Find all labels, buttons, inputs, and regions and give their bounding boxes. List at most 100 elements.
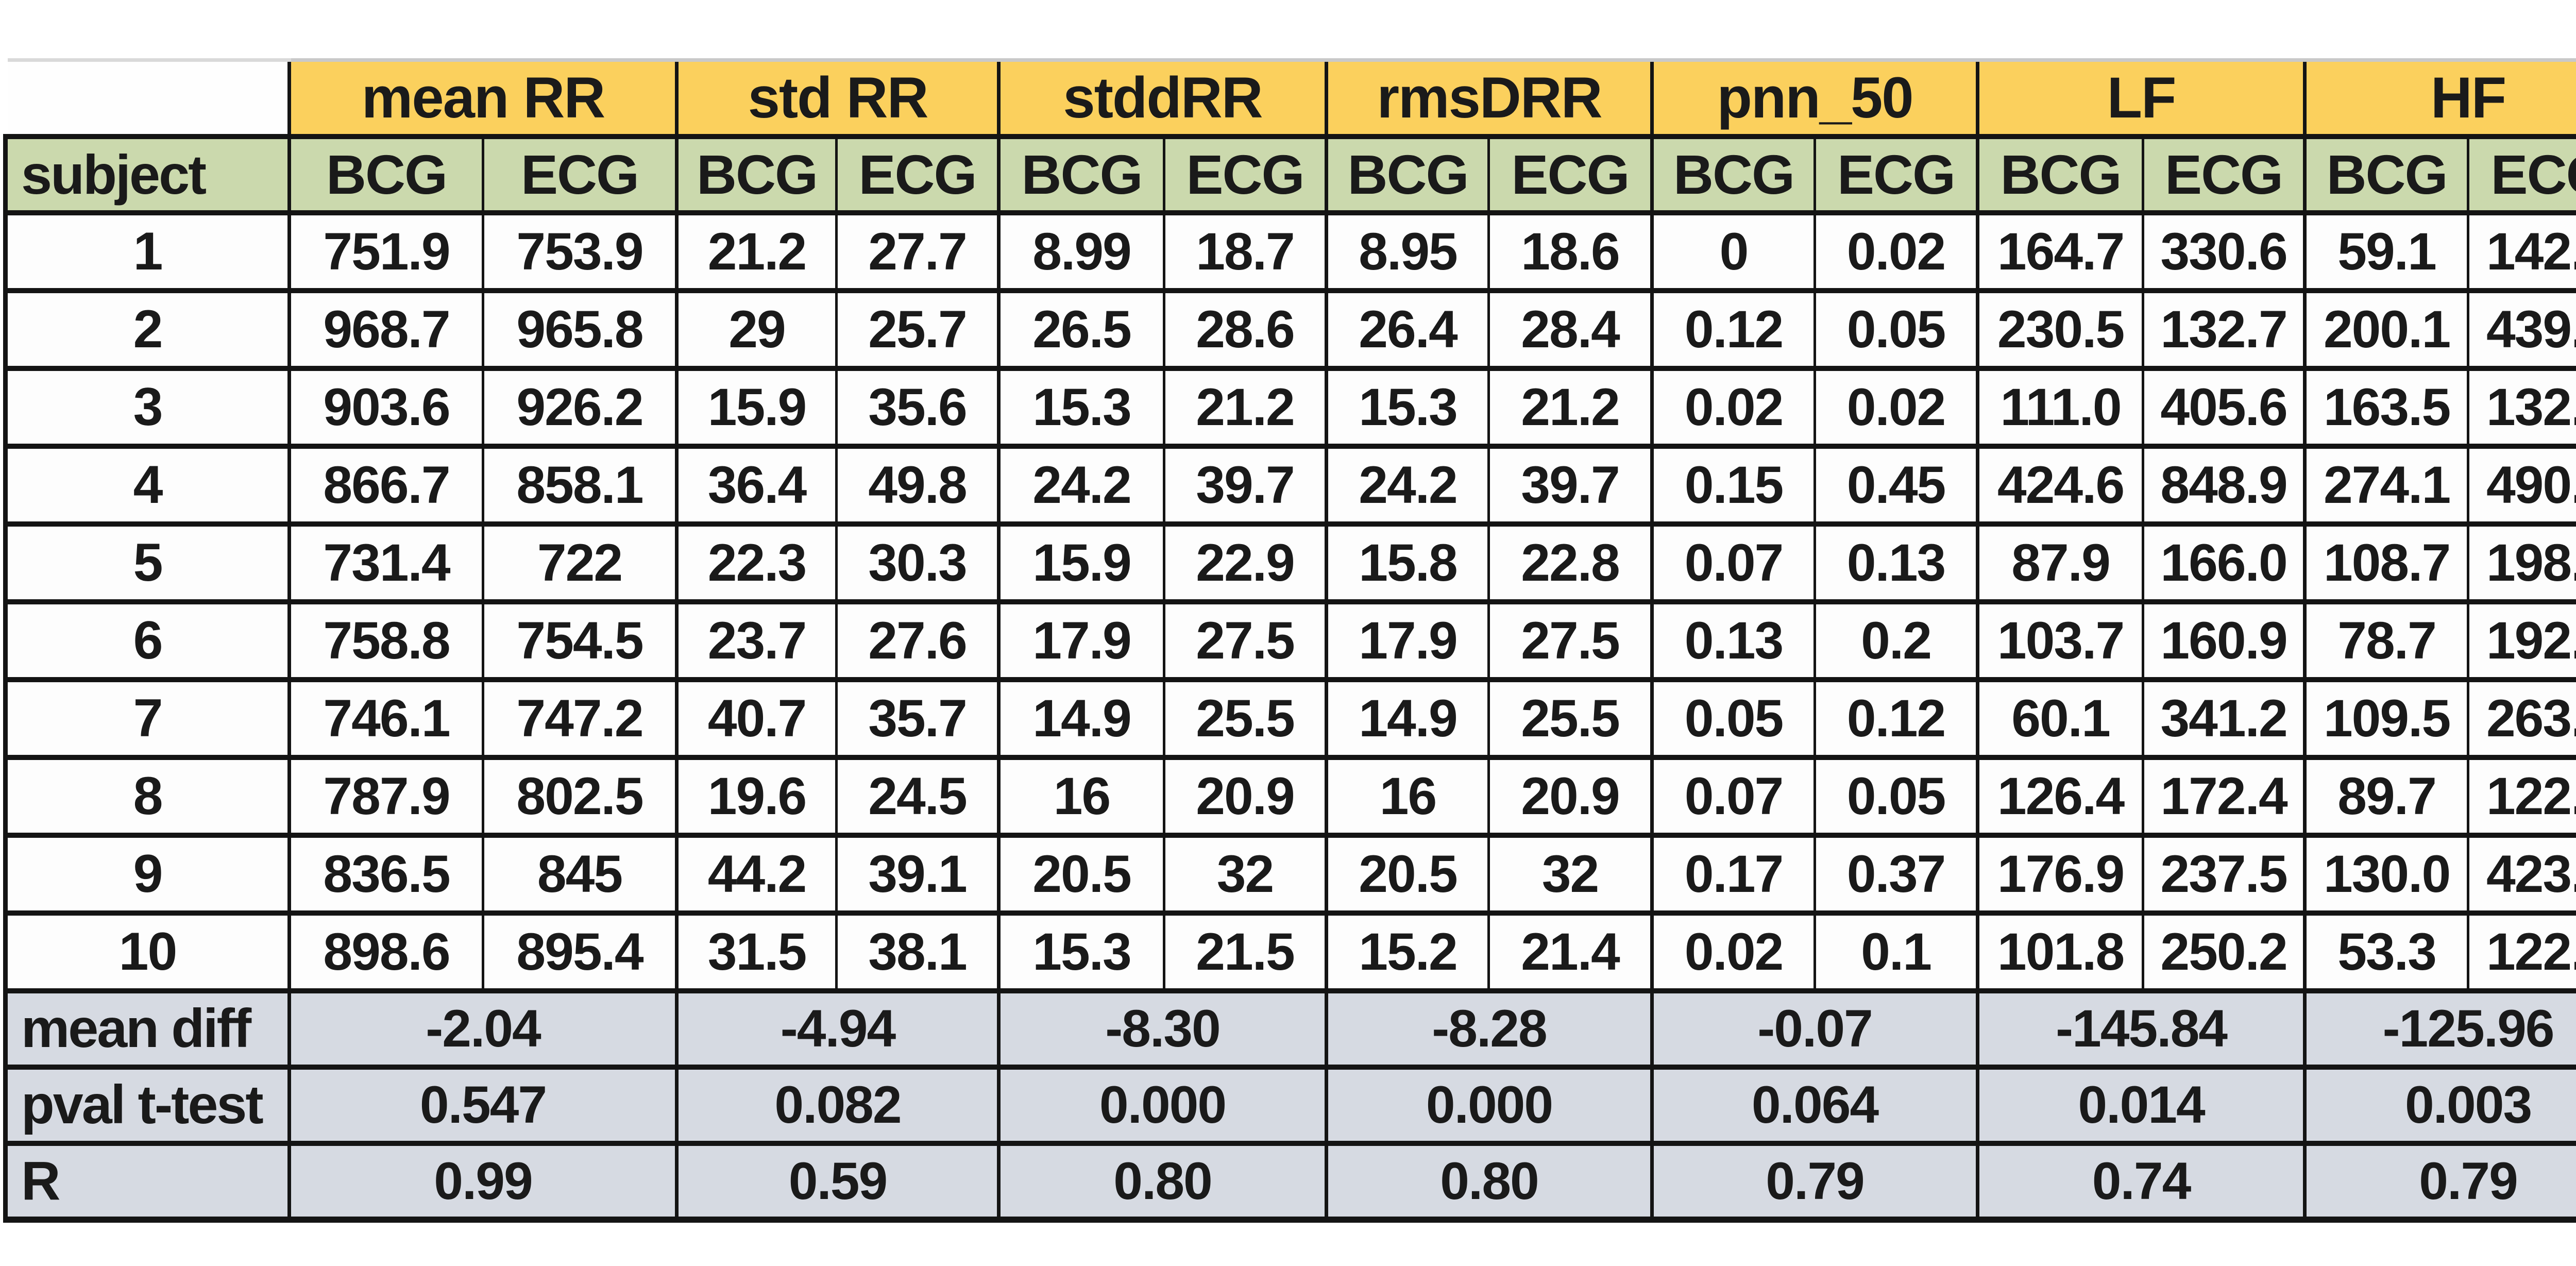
table-cell: 111.0: [1976, 368, 2143, 449]
table-cell: 19.6: [675, 757, 837, 838]
table-cell: 32: [1163, 835, 1327, 916]
table-cell: 40.7: [675, 679, 837, 760]
table-cell: 15.3: [997, 913, 1164, 993]
table-cell: 858.1: [482, 446, 677, 527]
table-cell: 27.5: [1163, 601, 1327, 682]
table-cell: 24.2: [997, 446, 1164, 527]
table-cell: 17.9: [1325, 601, 1489, 682]
table-row-subject-3: 3 903.6 926.2 15.9 35.6 15.3 21.2 15.3 21.2 0.02 0…: [3, 368, 2576, 449]
summary-value: -8.30: [997, 990, 1327, 1070]
summary-value: -125.96: [2303, 990, 2576, 1070]
table-cell: 36.4: [675, 446, 837, 527]
subject-column-header: subject: [3, 136, 290, 215]
summary-value: 0.003: [2303, 1067, 2576, 1146]
table-row-subject-1: 1 751.9 753.9 21.2 27.7 8.99 18.7 8.95 18.6 0 0.02…: [3, 212, 2576, 293]
summary-label: R: [3, 1143, 290, 1223]
table-cell: 8.99: [997, 212, 1164, 293]
table-cell: 903.6: [287, 368, 483, 449]
subject-id: 1: [3, 212, 290, 293]
table-cell: 22.9: [1163, 524, 1327, 604]
table-cell: 89.7: [2303, 757, 2468, 838]
table-cell: 23.7: [675, 601, 837, 682]
table-cell: 15.9: [997, 524, 1164, 604]
table-cell: 200.1: [2303, 290, 2468, 371]
summary-value: 0.082: [674, 1067, 999, 1146]
table-cell: 22.8: [1487, 524, 1652, 604]
table-cell: 230.5: [1976, 290, 2143, 371]
col-header-ecg-11: ECG: [2142, 136, 2305, 215]
table-cell: 28.4: [1487, 290, 1652, 371]
group-header-rmsdrr: rmsDRR: [1325, 58, 1652, 139]
col-header-ecg-1: ECG: [482, 136, 677, 215]
col-header-ecg-13: ECG: [2467, 136, 2576, 215]
table-cell: 132.7: [2142, 290, 2305, 371]
table-cell: 176.9: [1976, 835, 2143, 916]
table-cell: 895.4: [482, 913, 677, 993]
table-cell: 101.8: [1976, 913, 2143, 993]
table-cell: 53.3: [2303, 913, 2468, 993]
table-cell: 22.3: [675, 524, 837, 604]
table-row-subject-2: 2 968.7 965.8 29 25.7 26.5 28.6 26.4 28.4 0.12 0.0…: [3, 290, 2576, 371]
subject-id: 6: [3, 601, 290, 682]
table-cell: 753.9: [482, 212, 677, 293]
col-header-bcg-8: BCG: [1650, 136, 1815, 215]
table-cell: 15.8: [1325, 524, 1489, 604]
table-cell: 39.7: [1163, 446, 1327, 527]
table-cell: 122.0: [2467, 913, 2576, 993]
summary-value: -4.94: [674, 990, 999, 1070]
table-row-subject-4: 4 866.7 858.1 36.4 49.8 24.2 39.7 24.2 39.7 0.15 0…: [3, 446, 2576, 527]
table-cell: 132.2: [2467, 368, 2576, 449]
summary-value: 0.74: [1976, 1143, 2305, 1223]
table-cell: 28.6: [1163, 290, 1327, 371]
table-cell: 35.7: [835, 679, 999, 760]
table-cell: 26.5: [997, 290, 1164, 371]
table-cell: 164.7: [1976, 212, 2143, 293]
table-cell: 0.02: [1650, 913, 1815, 993]
table-cell: 163.5: [2303, 368, 2468, 449]
subject-id: 5: [3, 524, 290, 604]
table-cell: 20.5: [1325, 835, 1489, 916]
subject-id: 7: [3, 679, 290, 760]
table-cell: 87.9: [1976, 524, 2143, 604]
table-cell: 20.9: [1487, 757, 1652, 838]
table-cell: 192.4: [2467, 601, 2576, 682]
table-cell: 0.45: [1814, 446, 1978, 527]
table-cell: 0.07: [1650, 524, 1815, 604]
table-cell: 787.9: [287, 757, 483, 838]
table-cell: 263.1: [2467, 679, 2576, 760]
table-cell: 27.5: [1487, 601, 1652, 682]
table-cell: 21.2: [675, 212, 837, 293]
table-cell: 968.7: [287, 290, 483, 371]
table-cell: 731.4: [287, 524, 483, 604]
table-cell: 32: [1487, 835, 1652, 916]
table-cell: 439.4: [2467, 290, 2576, 371]
table-cell: 15.2: [1325, 913, 1489, 993]
summary-value: -8.28: [1325, 990, 1652, 1070]
table-cell: 747.2: [482, 679, 677, 760]
table-cell: 424.6: [1976, 446, 2143, 527]
table-cell: 0.05: [1814, 290, 1978, 371]
table-cell: 0.02: [1814, 212, 1978, 293]
summary-value: 0.064: [1650, 1067, 1978, 1146]
table-cell: 160.9: [2142, 601, 2305, 682]
table-cell: 274.1: [2303, 446, 2468, 527]
table-cell: 59.1: [2303, 212, 2468, 293]
summary-value: 0.80: [1325, 1143, 1652, 1223]
table-cell: 0.13: [1650, 601, 1815, 682]
table-cell: 21.2: [1163, 368, 1327, 449]
table-cell: 198.5: [2467, 524, 2576, 604]
table-cell: 60.1: [1976, 679, 2143, 760]
subject-id: 9: [3, 835, 290, 916]
table-cell: 0.2: [1814, 601, 1978, 682]
table-cell: 330.6: [2142, 212, 2305, 293]
subject-id: 10: [3, 913, 290, 993]
table-cell: 0.12: [1814, 679, 1978, 760]
table-cell: 20.5: [997, 835, 1164, 916]
group-header-hf: HF: [2303, 58, 2576, 139]
table-cell: 25.5: [1163, 679, 1327, 760]
table-cell: 0.37: [1814, 835, 1978, 916]
summary-value: 0.547: [287, 1067, 677, 1146]
table-row-subject-10: 10 898.6 895.4 31.5 38.1 15.3 21.5 15.2 21.4 0.02…: [3, 913, 2576, 993]
